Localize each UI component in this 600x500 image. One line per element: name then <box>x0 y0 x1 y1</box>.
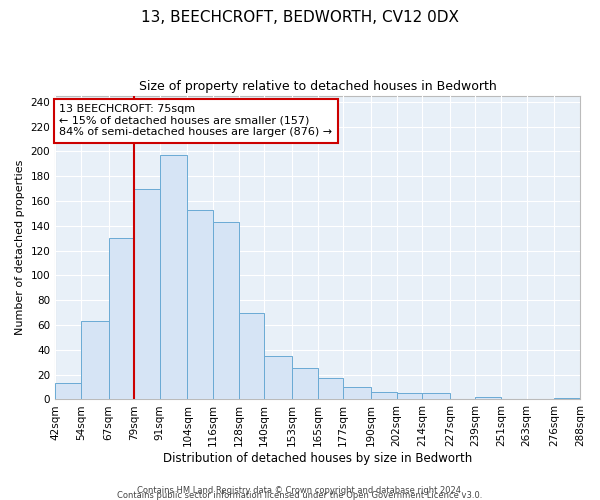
Bar <box>239 312 264 400</box>
Bar <box>213 222 239 400</box>
Text: Contains HM Land Registry data © Crown copyright and database right 2024.: Contains HM Land Registry data © Crown c… <box>137 486 463 495</box>
Text: 13 BEECHCROFT: 75sqm
← 15% of detached houses are smaller (157)
84% of semi-deta: 13 BEECHCROFT: 75sqm ← 15% of detached h… <box>59 104 332 138</box>
Text: 13, BEECHCROFT, BEDWORTH, CV12 0DX: 13, BEECHCROFT, BEDWORTH, CV12 0DX <box>141 10 459 25</box>
Bar <box>554 398 580 400</box>
Bar <box>343 387 371 400</box>
Bar <box>397 394 422 400</box>
Bar <box>134 188 160 400</box>
Bar <box>317 378 343 400</box>
Bar <box>371 392 397 400</box>
Bar <box>187 210 213 400</box>
Title: Size of property relative to detached houses in Bedworth: Size of property relative to detached ho… <box>139 80 496 93</box>
Y-axis label: Number of detached properties: Number of detached properties <box>15 160 25 335</box>
Bar <box>292 368 317 400</box>
Bar <box>475 397 501 400</box>
Bar <box>264 356 292 400</box>
X-axis label: Distribution of detached houses by size in Bedworth: Distribution of detached houses by size … <box>163 452 472 465</box>
Bar <box>109 238 134 400</box>
Text: Contains public sector information licensed under the Open Government Licence v3: Contains public sector information licen… <box>118 491 482 500</box>
Bar <box>55 384 81 400</box>
Bar <box>81 322 109 400</box>
Bar <box>422 394 450 400</box>
Bar <box>160 155 187 400</box>
